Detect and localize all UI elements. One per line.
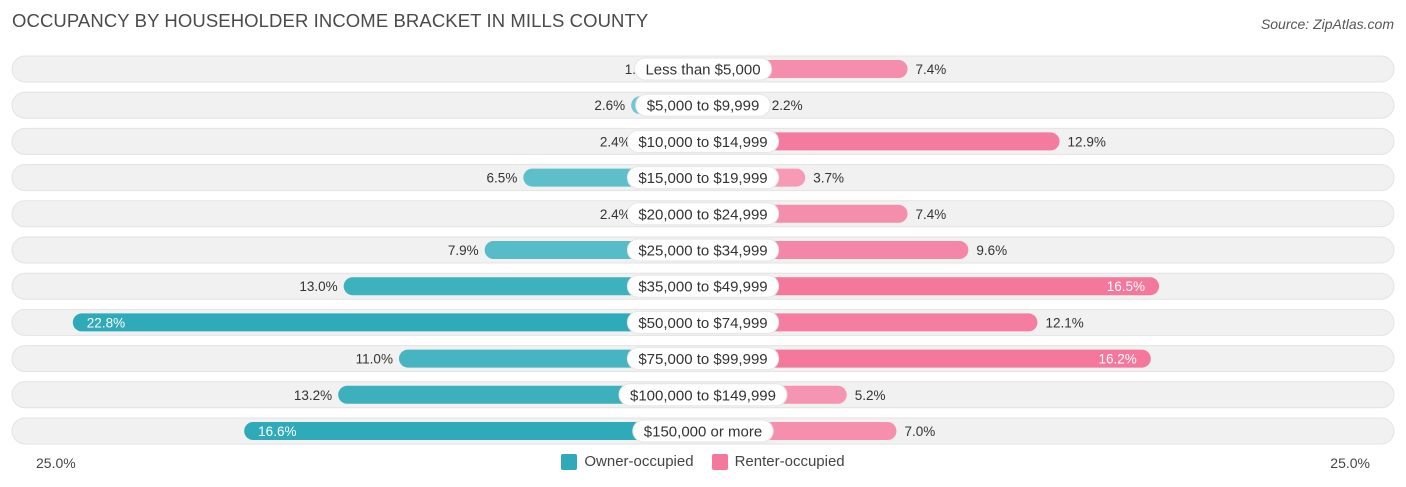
renter-bar: [703, 132, 1060, 151]
category-pill: [626, 238, 780, 262]
chart-row[interactable]: 22.8% 12.1% $50,000 to $74,999: [11, 308, 1395, 336]
category-pill: [632, 419, 774, 443]
renter-value-label: 16.5%: [1107, 279, 1145, 294]
owner-value-label: 16.6%: [258, 424, 296, 439]
chart-row[interactable]: 16.6% 7.0% $150,000 or more: [11, 417, 1395, 445]
chart-row[interactable]: 2.6% 2.2% $5,000 to $9,999: [11, 91, 1395, 119]
renter-value-label: 7.4%: [916, 207, 947, 222]
legend-swatch-renter: [711, 453, 728, 470]
category-label: $20,000 to $24,999: [638, 206, 767, 223]
owner-bar: [398, 349, 703, 368]
legend-label-owner: Owner-occupied: [584, 453, 694, 470]
owner-value-label: 2.4%: [600, 207, 631, 222]
owner-bar: [338, 385, 703, 404]
renter-value-label: 9.6%: [976, 243, 1007, 258]
category-label: $5,000 to $9,999: [647, 98, 760, 115]
renter-bar: [703, 349, 1151, 368]
owner-value-label: 13.2%: [294, 388, 332, 403]
chart-row[interactable]: 11.0% 16.2% $75,000 to $99,999: [11, 345, 1395, 373]
legend-item-renter[interactable]: Renter-occupied: [711, 453, 845, 470]
category-label: $25,000 to $34,999: [638, 243, 767, 260]
category-pill: [635, 93, 771, 117]
category-label: $50,000 to $74,999: [638, 315, 767, 332]
category-pill: [633, 57, 773, 81]
owner-value-label: 22.8%: [87, 315, 125, 330]
category-label: $150,000 or more: [644, 424, 762, 441]
axis-tick-right: 25.0%: [1330, 455, 1370, 471]
owner-value-label: 7.9%: [448, 243, 479, 258]
category-pill: [626, 166, 780, 190]
legend-item-owner[interactable]: Owner-occupied: [561, 453, 694, 470]
renter-bar: [703, 277, 1160, 296]
owner-value-label: 13.0%: [299, 279, 337, 294]
category-pill: [626, 274, 780, 298]
owner-bar: [244, 422, 703, 440]
category-pill: [626, 202, 780, 226]
chart-row[interactable]: 7.9% 9.6% $25,000 to $34,999: [11, 236, 1395, 264]
owner-value-label: 2.4%: [600, 134, 631, 149]
chart-row[interactable]: 6.5% 3.7% $15,000 to $19,999: [11, 164, 1395, 192]
renter-value-label: 12.9%: [1068, 134, 1106, 149]
chart-title: OCCUPANCY BY HOUSEHOLDER INCOME BRACKET …: [12, 10, 649, 31]
legend-label-renter: Renter-occupied: [734, 453, 845, 470]
renter-value-label: 16.2%: [1098, 352, 1136, 367]
category-pill: [626, 129, 780, 153]
category-label: $35,000 to $49,999: [638, 279, 767, 296]
category-pill: [626, 310, 780, 334]
legend-swatch-owner: [561, 453, 578, 470]
owner-value-label: 6.5%: [487, 171, 518, 186]
renter-value-label: 3.7%: [813, 171, 844, 186]
chart-row[interactable]: 1.5%7.4%Less than $5,000: [11, 55, 1395, 83]
owner-value-label: 2.6%: [594, 98, 625, 113]
renter-value-label: 12.1%: [1045, 315, 1083, 330]
chart-row[interactable]: 2.4% 7.4% $20,000 to $24,999: [11, 200, 1395, 228]
legend: Owner-occupied Renter-occupied: [0, 453, 1406, 470]
category-label: $75,000 to $99,999: [638, 351, 767, 368]
source-credit: Source: ZipAtlas.com: [1260, 16, 1394, 32]
category-label: $15,000 to $19,999: [638, 170, 767, 187]
category-pill: [618, 383, 788, 407]
renter-bar: [703, 313, 1038, 332]
owner-bar: [72, 313, 704, 332]
renter-value-label: 7.0%: [904, 424, 935, 439]
renter-value-label: 7.4%: [916, 62, 947, 77]
chart-row[interactable]: 2.4% 12.9% $10,000 to $14,999: [11, 127, 1395, 155]
renter-value-label: 2.2%: [772, 98, 803, 113]
category-label: $10,000 to $14,999: [638, 134, 767, 151]
category-label: $100,000 to $149,999: [630, 387, 776, 404]
owner-bar: [343, 277, 703, 296]
chart-row[interactable]: 13.2% 5.2% $100,000 to $149,999: [11, 381, 1395, 409]
chart-row[interactable]: 13.0% 16.5% $35,000 to $49,999: [11, 272, 1395, 300]
category-label: Less than $5,000: [645, 62, 760, 79]
owner-value-label: 11.0%: [356, 352, 393, 367]
axis-tick-left: 25.0%: [36, 455, 76, 471]
renter-value-label: 5.2%: [855, 388, 886, 403]
category-pill: [626, 347, 780, 371]
